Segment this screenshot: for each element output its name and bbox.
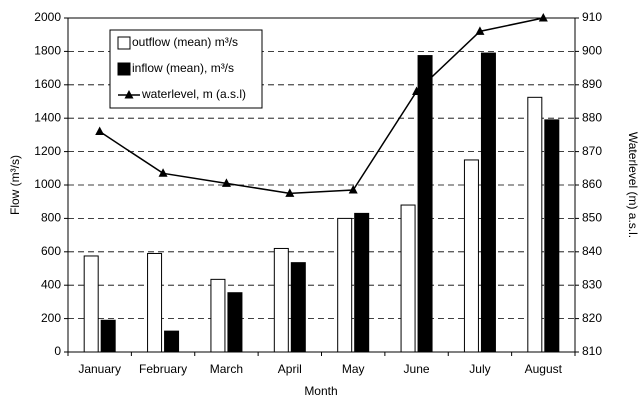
x-tick-label: August (525, 362, 563, 376)
y-tick-label: 1000 (34, 177, 61, 191)
legend-marker (124, 90, 134, 99)
y2-tick-label: 870 (582, 144, 602, 158)
y-tick-label: 1800 (34, 44, 61, 58)
bar (480, 52, 496, 353)
bar (210, 278, 226, 353)
y-tick-label: 800 (41, 211, 61, 225)
y2-tick-label: 830 (582, 277, 602, 291)
bar (290, 262, 306, 353)
y-tick-label: 2000 (34, 10, 61, 24)
marker (95, 126, 105, 136)
bar (527, 96, 543, 353)
bar (400, 204, 416, 353)
x-tick-label: May (342, 362, 365, 376)
y-tick-label: 600 (41, 244, 61, 258)
x-tick-label: June (404, 362, 430, 376)
bar (273, 247, 289, 353)
x-tick-label: March (210, 362, 243, 376)
y-tick-label: 1400 (34, 110, 61, 124)
plot-frame (67, 17, 576, 353)
bar (83, 255, 99, 353)
y2-tick-label: 890 (582, 77, 602, 91)
bar (227, 292, 243, 353)
y-tick-label: 200 (41, 311, 61, 325)
legend-swatch (117, 36, 131, 50)
y2-tick-label: 910 (582, 10, 602, 24)
marker (158, 168, 168, 177)
marker (221, 178, 231, 187)
marker (475, 26, 485, 35)
marker (538, 13, 548, 22)
x-tick-label: July (469, 362, 490, 376)
y-tick-label: 1600 (34, 77, 61, 91)
marker (412, 86, 422, 95)
legend-label: outflow (mean) m³/s (132, 35, 238, 49)
y2-tick-label: 850 (582, 211, 602, 225)
bar (100, 319, 116, 353)
y2-axis-label: Waterlevel (m) a.s.l. (626, 132, 640, 238)
y-tick-label: 1200 (34, 144, 61, 158)
bar (337, 217, 353, 353)
bar (417, 55, 433, 353)
legend-label: waterlevel, m (a.s.l) (141, 87, 246, 101)
y2-tick-label: 820 (582, 311, 602, 325)
bar (147, 252, 163, 353)
x-tick-label: January (78, 362, 121, 376)
bar (354, 212, 370, 353)
x-tick-label: February (139, 362, 187, 376)
marker (348, 185, 358, 194)
marker (285, 188, 295, 197)
bar (544, 119, 560, 353)
y-axis-label: Flow (m³/s) (8, 155, 22, 215)
x-tick-label: April (278, 362, 302, 376)
y2-tick-label: 900 (582, 44, 602, 58)
y-tick-label: 0 (54, 344, 61, 358)
y2-tick-label: 810 (582, 344, 602, 358)
y2-tick-label: 860 (582, 177, 602, 191)
bar (463, 159, 479, 353)
y-tick-label: 400 (41, 277, 61, 291)
legend-label: inflow (mean), m³/s (132, 61, 234, 75)
bar (164, 330, 180, 353)
x-axis-label: Month (304, 384, 337, 398)
y2-tick-label: 840 (582, 244, 602, 258)
legend-swatch (117, 62, 131, 76)
line (99, 17, 544, 195)
y2-tick-label: 880 (582, 110, 602, 124)
